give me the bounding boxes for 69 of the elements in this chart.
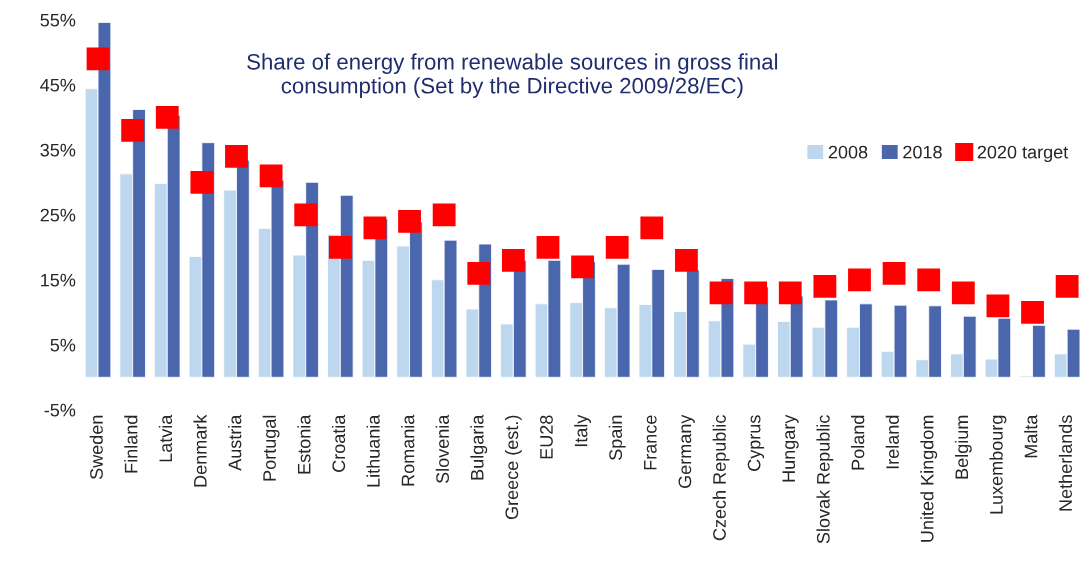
x-tick-label: Hungary xyxy=(782,414,799,482)
x-tick-label: Sweden xyxy=(89,415,103,480)
point xyxy=(605,235,629,259)
point xyxy=(917,268,941,292)
x-tick-label: Estonia xyxy=(297,414,311,474)
x-tick-label: Italy xyxy=(574,414,592,447)
x-tick-label: United Kingdom xyxy=(920,415,938,542)
point xyxy=(986,294,1010,318)
x-tick-label: Portugal xyxy=(262,415,280,481)
point xyxy=(848,268,871,292)
point xyxy=(951,281,975,305)
x-tick-label: Croatia xyxy=(331,414,346,472)
x-tick-label: Latvia xyxy=(158,414,173,462)
x-tick-label: Austria xyxy=(228,414,242,471)
point xyxy=(432,203,456,227)
x-tick-label: France xyxy=(644,415,657,470)
y-tick-label: 5% xyxy=(50,338,76,352)
point xyxy=(259,164,283,188)
x-tick-label: Germany xyxy=(678,414,695,488)
x-tick-label: Bulgaria xyxy=(470,414,488,480)
point xyxy=(190,170,214,194)
point xyxy=(398,209,421,233)
point xyxy=(363,216,387,240)
x-tick-label: Finland xyxy=(124,415,138,473)
point xyxy=(813,274,837,298)
x-tick-label: Lithuania xyxy=(366,414,380,487)
x-tick-label: Czech Republic xyxy=(712,415,730,541)
point xyxy=(328,235,352,259)
x-tick-label: Spain xyxy=(608,415,626,460)
point xyxy=(121,118,145,142)
x-tick-label: Greece (est.) xyxy=(504,415,522,520)
y-tick-label: -5% xyxy=(44,403,76,417)
point xyxy=(501,248,525,272)
point xyxy=(1055,274,1079,298)
point xyxy=(536,235,560,259)
x-tick-label: Luxembourg xyxy=(989,415,1007,514)
x-tick-label: Poland xyxy=(851,415,865,470)
y-tick-label: 35% xyxy=(40,143,76,157)
point xyxy=(225,144,248,168)
x-tick-label: Romania xyxy=(401,414,415,486)
legend-label: 2008 xyxy=(828,145,868,159)
point xyxy=(675,248,698,272)
y-tick-label: 15% xyxy=(41,273,76,287)
point xyxy=(571,255,595,279)
point xyxy=(1021,300,1044,324)
x-tick-label: Belgium xyxy=(954,415,972,479)
x-tick-label: Malta xyxy=(1024,414,1038,458)
point xyxy=(709,281,733,305)
x-tick-label: EU28 xyxy=(540,415,553,459)
point xyxy=(882,261,906,285)
x-tick-label: Cyprus xyxy=(747,415,765,471)
x-tick-label: Slovenia xyxy=(435,414,449,484)
y-tick-label: 45% xyxy=(40,78,76,92)
x-tick-label: Netherlands xyxy=(1058,415,1072,511)
point xyxy=(778,281,802,305)
point xyxy=(640,216,664,240)
point xyxy=(294,203,318,227)
point xyxy=(86,47,110,71)
x-tick-label: Ireland xyxy=(885,415,899,469)
legend-label: 2020 target xyxy=(977,145,1069,163)
point xyxy=(155,105,179,129)
y-tick-label: 55% xyxy=(40,13,76,27)
x-tick-label: Denmark xyxy=(193,414,207,487)
point xyxy=(467,261,491,285)
x-tick-label: Slovak Republic xyxy=(816,415,834,544)
text: Share of energy from renewable sources in gross final consumption (Set by the Directive 2009/28/EC) xyxy=(247,53,778,98)
legend-label: 2018 xyxy=(903,145,942,159)
point xyxy=(744,281,768,305)
y-tick-label: 25% xyxy=(40,208,76,222)
